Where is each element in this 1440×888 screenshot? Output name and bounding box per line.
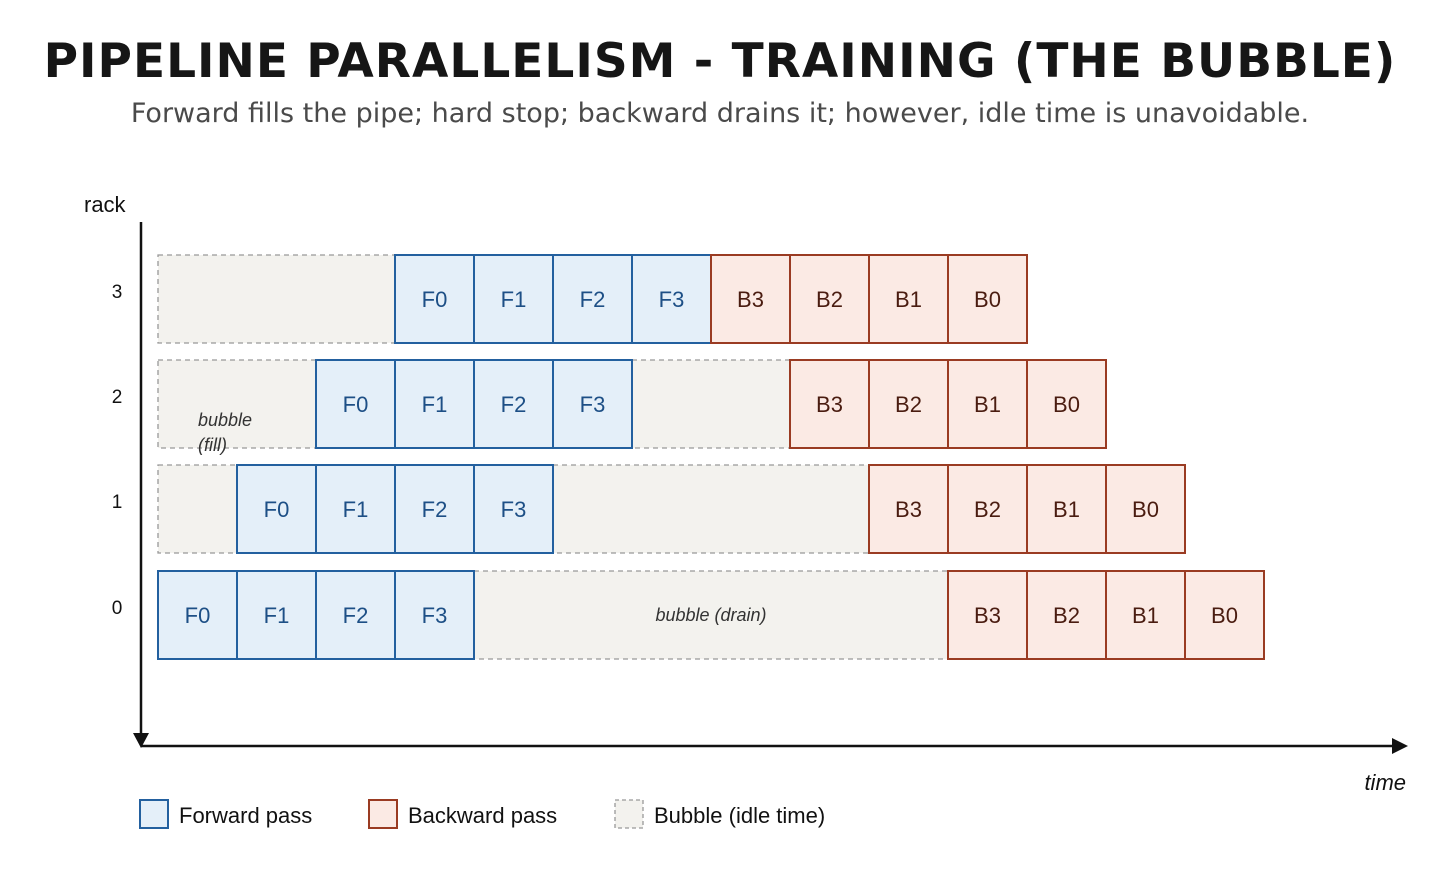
- legend: Forward pass Backward pass Bubble (idle ti…: [139, 799, 825, 829]
- x-axis-label: time: [1364, 770, 1406, 795]
- backward-block-b0-label: B0: [974, 287, 1001, 312]
- forward-block-f2: [315, 570, 396, 660]
- y-axis-arrowhead: [133, 733, 149, 748]
- backward-block-b2: [868, 359, 949, 449]
- forward-block-f0: [394, 254, 475, 344]
- backward-block-b1: [868, 254, 949, 344]
- bubble-block: [552, 464, 870, 554]
- rack-row-3: F0 F1 F2 F3 B3 B2 B1 B0: [157, 254, 1028, 344]
- diagram-subtitle: Forward fills the pipe; hard stop; backw…: [130, 98, 1310, 129]
- backward-block-b3-label: B3: [816, 392, 843, 417]
- backward-block-b3-label: B3: [737, 287, 764, 312]
- rack-row-0: bubble (drain) F0 F1 F2 F3 B3 B2 B1 B0: [157, 570, 1265, 660]
- forward-block-f2-label: F2: [501, 392, 527, 417]
- backward-block-b0: [1026, 359, 1107, 449]
- rack-label-0: 0: [112, 598, 123, 619]
- backward-block-b2: [1026, 570, 1107, 660]
- forward-block-f3: [394, 570, 475, 660]
- backward-block-b0-label: B0: [1211, 603, 1238, 628]
- legend-swatch-backward: [368, 799, 398, 829]
- forward-block-f3: [473, 464, 554, 554]
- backward-block-b3: [789, 359, 870, 449]
- bubble-block: [157, 464, 238, 554]
- backward-block-b3: [868, 464, 949, 554]
- forward-block-f2-label: F2: [343, 603, 369, 628]
- backward-block-b2-label: B2: [974, 497, 1001, 522]
- forward-block-f3-label: F3: [580, 392, 606, 417]
- legend-label-backward: Backward pass: [408, 803, 557, 828]
- backward-block-b2-label: B2: [816, 287, 843, 312]
- rack-labels: 0 1 2 3: [112, 282, 123, 619]
- forward-block-f1-label: F1: [264, 603, 290, 628]
- forward-block-f3: [552, 359, 633, 449]
- rack-label-1: 1: [112, 492, 123, 513]
- forward-block-f3-label: F3: [422, 603, 448, 628]
- backward-block-b3: [947, 570, 1028, 660]
- forward-block-f2-label: F2: [422, 497, 448, 522]
- backward-block-b3: [710, 254, 791, 344]
- backward-block-b0: [1184, 570, 1265, 660]
- backward-block-b0-label: B0: [1053, 392, 1080, 417]
- forward-block-f0-label: F0: [343, 392, 369, 417]
- backward-block-b2: [947, 464, 1028, 554]
- forward-block-f1-label: F1: [501, 287, 527, 312]
- forward-block-f2: [552, 254, 633, 344]
- legend-swatch-bubble: [614, 799, 644, 829]
- forward-block-f1: [236, 570, 317, 660]
- x-axis-arrowhead: [1392, 738, 1408, 754]
- rack-label-2: 2: [112, 387, 123, 408]
- bubble-block: [631, 359, 791, 449]
- forward-block-f0-label: F0: [264, 497, 290, 522]
- forward-block-f0: [236, 464, 317, 554]
- backward-block-b3-label: B3: [974, 603, 1001, 628]
- schedule-rows: bubble (drain) F0 F1 F2 F3 B3 B2 B1 B0 F0 F1 F2 F3 B3…: [157, 254, 1265, 660]
- forward-block-f1: [394, 359, 475, 449]
- bubble-block: [157, 359, 317, 449]
- rack-row-2: bubble (fill) F0 F1 F2 F3 B3 B2 B1 B0: [157, 359, 1107, 455]
- diagram-title: PIPELINE PARALLELISM - TRAINING (THE BUB…: [43, 34, 1397, 89]
- forward-block-f2-label: F2: [580, 287, 606, 312]
- bubble-note: bubble (drain): [655, 605, 766, 625]
- backward-block-b1-label: B1: [895, 287, 922, 312]
- backward-block-b0: [947, 254, 1028, 344]
- bubble-block: [157, 254, 396, 344]
- legend-label-forward: Forward pass: [179, 803, 312, 828]
- forward-block-f1-label: F1: [422, 392, 448, 417]
- forward-block-f3-label: F3: [659, 287, 685, 312]
- forward-block-f2: [394, 464, 475, 554]
- backward-block-b3-label: B3: [895, 497, 922, 522]
- y-axis-label: rack: [84, 192, 127, 217]
- backward-block-b1: [1026, 464, 1107, 554]
- backward-block-b1-label: B1: [1132, 603, 1159, 628]
- forward-block-f3-label: F3: [501, 497, 527, 522]
- forward-block-f1-label: F1: [343, 497, 369, 522]
- legend-item-forward: Forward pass: [139, 799, 312, 829]
- forward-block-f0-label: F0: [185, 603, 211, 628]
- backward-block-b1-label: B1: [974, 392, 1001, 417]
- backward-block-b1: [1105, 570, 1186, 660]
- backward-block-b2-label: B2: [1053, 603, 1080, 628]
- legend-label-bubble: Bubble (idle time): [654, 803, 825, 828]
- forward-block-f1: [473, 254, 554, 344]
- bubble-note: bubble (fill): [198, 410, 252, 455]
- legend-item-backward: Backward pass: [368, 799, 557, 829]
- forward-block-f0-label: F0: [422, 287, 448, 312]
- backward-block-b1: [947, 359, 1028, 449]
- backward-block-b0: [1105, 464, 1186, 554]
- backward-block-b1-label: B1: [1053, 497, 1080, 522]
- rack-label-3: 3: [112, 282, 123, 303]
- bubble-block: [473, 570, 949, 660]
- legend-swatch-forward: [139, 799, 169, 829]
- backward-block-b0-label: B0: [1132, 497, 1159, 522]
- forward-block-f0: [315, 359, 396, 449]
- backward-block-b2-label: B2: [895, 392, 922, 417]
- forward-block-f1: [315, 464, 396, 554]
- legend-item-bubble: Bubble (idle time): [614, 799, 825, 829]
- rack-row-1: F0 F1 F2 F3 B3 B2 B1 B0: [157, 464, 1186, 554]
